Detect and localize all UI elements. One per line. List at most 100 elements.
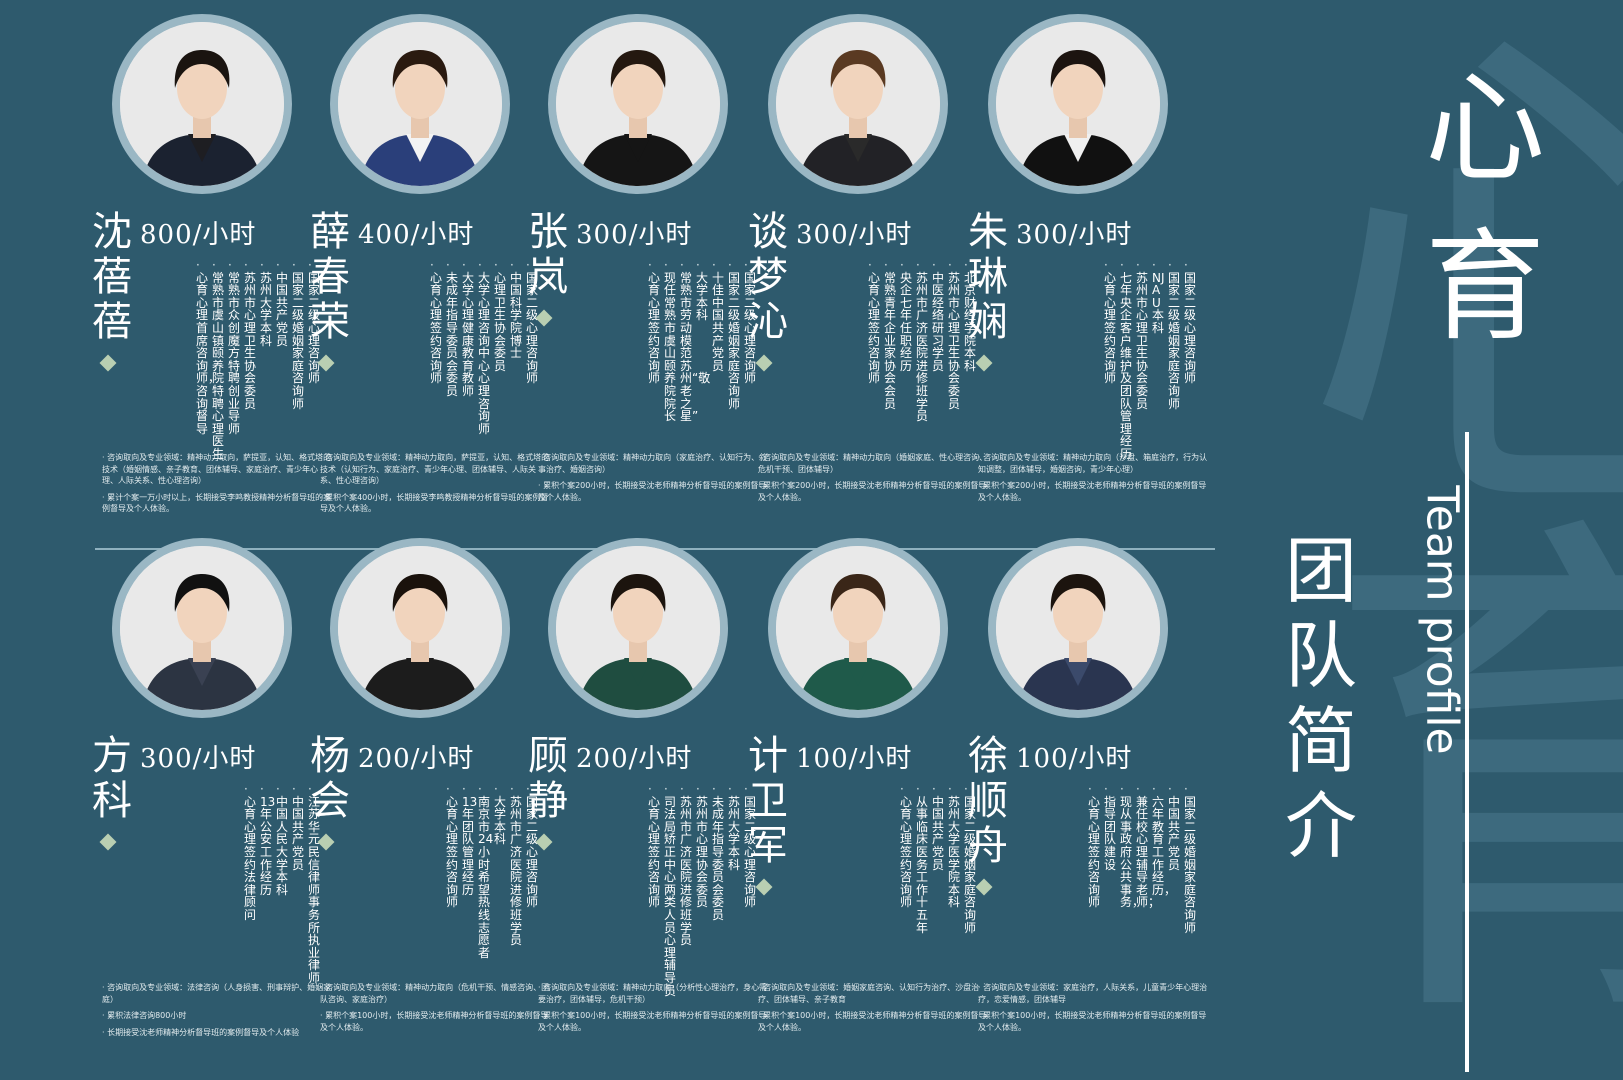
- credential-text: 国家二级婚姻家庭咨询师: [292, 270, 305, 411]
- credential-bullet: ·: [696, 782, 700, 796]
- detail-bullet: ·: [978, 453, 984, 462]
- detail-text: 咨询取向及专业领域：婚姻家庭咨询、认知行为治疗、沙盘治疗、团体辅导、亲子教育: [758, 983, 980, 1004]
- member-rate: 300/小时: [140, 744, 257, 774]
- credential-text: 苏州大学医学院本科: [948, 794, 961, 910]
- subtitle-english: Team profile: [1416, 485, 1468, 755]
- detail-text: 咨询取向及专业领域：精神动力取向（家庭治疗、认知行为、叙事治疗、婚姻咨询）: [538, 453, 768, 474]
- member-photo-ring: [768, 538, 948, 718]
- credential-bullet: ·: [1168, 782, 1172, 796]
- detail-text: 咨询取向及专业领域：精神动力取向，萨提亚，认知、格式塔的技术（认知行为、家庭治疗…: [320, 453, 550, 486]
- credential-bullet: ·: [292, 782, 296, 796]
- credential-bullet: ·: [948, 782, 952, 796]
- credential-bullet: ·: [1184, 782, 1188, 796]
- credential-bullet: ·: [292, 258, 296, 272]
- member-credential: · 国家二级心理咨询师: [744, 783, 760, 909]
- member-credential: · 未成年指导委员会委员: [712, 783, 728, 922]
- member-credential: · 国家二级心理咨询师: [308, 259, 324, 385]
- credential-bullet: ·: [244, 258, 248, 272]
- diamond-ornament: [99, 833, 117, 851]
- member-detail-2: · 累积个案200小时，长期接受沈老师精神分析督导班的案例督导及个人体验。: [538, 480, 768, 503]
- member-photo: [120, 546, 284, 710]
- member-detail: · 咨询取向及专业领域：精神动力取向，萨提亚，认知、格式塔的技术（婚姻情感、亲子…: [102, 452, 332, 520]
- member-name-char: 梦: [748, 253, 788, 300]
- member-credential: · 中国人民大学本科: [276, 783, 292, 896]
- detail-bullet: ·: [320, 1011, 326, 1021]
- credential-text: 心育心理签约咨询师: [648, 270, 661, 386]
- detail-bullet: ·: [978, 481, 984, 491]
- credential-text: 北京财经学院本科: [964, 270, 977, 373]
- credential-text: 心育心理签约法律顾问: [244, 794, 257, 922]
- credential-text: 中医经络研习学员: [932, 270, 945, 373]
- member-credential: · 未成年指导委员会委员: [446, 259, 462, 398]
- credential-text: 大学本科: [494, 794, 507, 847]
- credential-bullet: ·: [446, 258, 450, 272]
- credential-bullet: ·: [1088, 782, 1092, 796]
- member-photo: [556, 22, 720, 186]
- member-credential: · 常熟市虞山镇颐养院特聘心理医生: [212, 259, 228, 461]
- member-rate: 100/小时: [1016, 744, 1133, 774]
- member-detail-1: · 咨询取向及专业领域：精神动力取向（婚姻家庭、性心理咨询、危机干预、团体辅导）: [758, 452, 988, 475]
- member-detail: · 咨询取向及专业领域：婚姻家庭咨询、认知行为治疗、沙盘治疗、团体辅导、亲子教育…: [758, 982, 988, 1038]
- subtitle-char-3: 简: [1285, 699, 1358, 783]
- member-detail-1: · 咨询取向及专业领域：法律咨询（人身损害、刑事辩护、婚姻家庭）: [102, 982, 332, 1005]
- detail-text: 累积个案400小时，长期接受李鸣教授精神分析督导班的案例督导及个人体验。: [320, 492, 549, 514]
- member-card: 杨会 200/小时 · 国家二级心理咨询师 · 苏州市广济医院进修班学员 · 大学本科 · 南京市…: [310, 538, 554, 1058]
- member-credential: · 苏州市心理卫生协会委员: [1136, 259, 1152, 410]
- member-credential: · 常熟市劳动模范 苏州“敬老之星”: [680, 258, 710, 423]
- member-photo: [120, 22, 284, 186]
- detail-bullet: ·: [538, 1011, 544, 1021]
- credential-bullet: ·: [1120, 782, 1124, 796]
- credential-text: 江苏华元民信律师事务所执业律师: [308, 794, 321, 985]
- member-credential: · 司法局矫正中心两类人员心理辅导员: [664, 783, 680, 997]
- member-card: 方科 300/小时 · 江苏华元民信律师事务所执业律师 · 中国共产党员 · 中国人民大学本科…: [92, 538, 336, 1058]
- credential-text: 兼任校心理辅导老师；: [1136, 794, 1161, 910]
- detail-bullet: ·: [538, 983, 544, 992]
- subtitle-char-2: 队: [1285, 614, 1358, 698]
- credential-text: 心育心理签约咨询师: [900, 794, 913, 910]
- detail-text: 累积个案100小时，长期接受沈老师精神分析督导班的案例督导及个人体验。: [758, 1011, 987, 1032]
- member-detail-2: · 累积个案100小时，长期接受沈老师精神分析督导班的案例督导及个人体验。: [978, 1010, 1208, 1033]
- member-credential: · 心育心理首席咨询师，咨询督导: [196, 259, 220, 435]
- credential-bullet: ·: [510, 258, 514, 272]
- credential-text: 苏州市广济医院进修班学员: [510, 794, 523, 948]
- member-photo: [776, 22, 940, 186]
- credential-text: 苏州市心理卫生协会委员: [1136, 270, 1149, 411]
- credential-bullet: ·: [1152, 782, 1156, 796]
- member-name-char: 蓓: [92, 253, 132, 300]
- credential-text: 现任常熟市虞山颐养院院长: [664, 270, 677, 424]
- detail-text: 累积法律咨询800小时: [107, 1011, 187, 1021]
- detail-text: 咨询取向及专业领域：精神动力取向（婚姻家庭、性心理咨询、危机干预、团体辅导）: [758, 453, 988, 474]
- member-credential: · 国家二级心理咨询师: [526, 783, 542, 909]
- credential-bullet: ·: [900, 782, 904, 796]
- member-photo: [556, 546, 720, 710]
- credential-bullet: ·: [696, 258, 700, 272]
- member-name-char: 谈: [748, 209, 788, 255]
- credential-text: 南京市24小时希望热线志愿者: [478, 794, 494, 960]
- detail-text: 咨询取向及专业领域：家庭治疗，人际关系，儿童青少年心理治疗，恋爱情感，团体辅导: [978, 983, 1208, 1004]
- member-name-char: 杨: [310, 733, 350, 779]
- credential-bullet: ·: [1120, 258, 1124, 272]
- credential-bullet: ·: [680, 258, 684, 272]
- credential-bullet: ·: [526, 258, 530, 272]
- member-card: 张岚 300/小时 · 国家二级心理咨询师 · 国家二级婚姻家庭咨询师 · 十佳中国共产党员 ·…: [528, 14, 772, 534]
- credential-text: 六年教育工作经历，: [1152, 794, 1177, 897]
- member-credential: · 北京财经学院本科: [964, 259, 980, 372]
- member-credential: · 国家二级心理咨询师: [744, 259, 760, 385]
- member-name: 顾静: [520, 734, 576, 824]
- member-name-char: 卫: [748, 777, 788, 824]
- detail-bullet: ·: [102, 983, 108, 992]
- member-photo: [338, 546, 502, 710]
- credential-bullet: ·: [244, 782, 248, 796]
- member-photo: [776, 546, 940, 710]
- member-credential: · 大学本科: [494, 783, 510, 846]
- member-name: 谈梦沁: [740, 210, 796, 344]
- credential-text: 心育心理签约咨询师: [868, 270, 881, 386]
- member-credential: · 国家二级婚姻家庭咨询师: [728, 259, 744, 410]
- credential-text: 13年团队管理经历: [462, 794, 478, 897]
- detail-bullet: ·: [758, 481, 764, 491]
- credential-bullet: ·: [932, 258, 936, 272]
- member-detail-1: · 咨询取向及专业领域：精神动力取向（家庭治疗、认知行为、叙事治疗、婚姻咨询）: [538, 452, 768, 475]
- member-credential: · 心育心理签约咨询师: [648, 783, 664, 909]
- member-photo-ring: [112, 538, 292, 718]
